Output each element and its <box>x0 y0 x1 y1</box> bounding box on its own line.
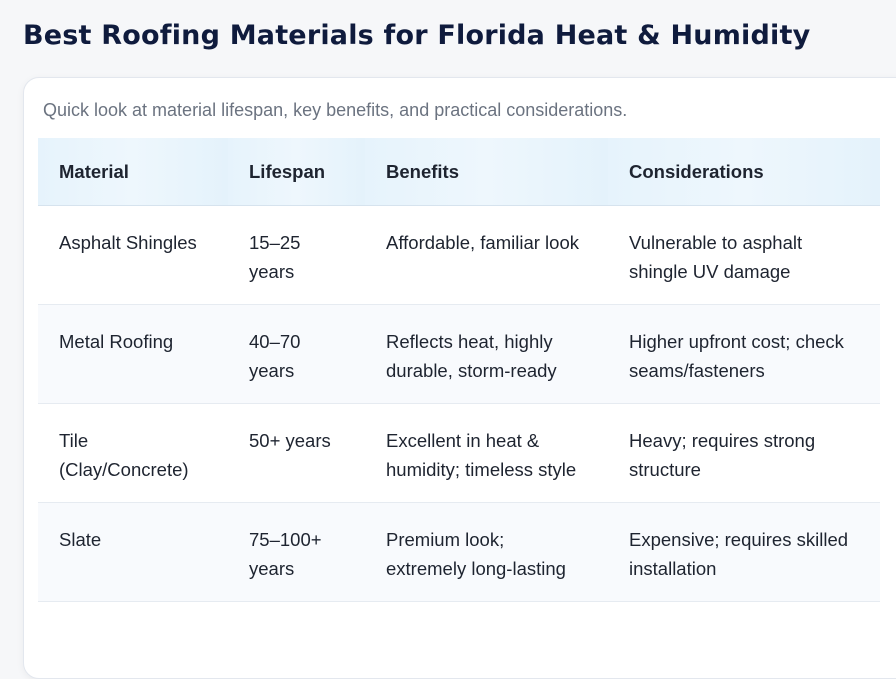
table-row: Asphalt Shingles 15–25 years Affordable, f… <box>38 205 880 305</box>
table-cell: Tile (Clay/Concrete) <box>38 403 228 503</box>
subtitle: Quick look at material lifespan, key ben… <box>43 100 628 120</box>
table-cell: Expensive; requires skilled installation <box>608 502 880 602</box>
table-cell: Excellent in heat & humidity; timeless s… <box>365 403 608 503</box>
table-cell: Higher upfront cost; check seams/fastene… <box>608 304 880 404</box>
table-cell: 50+ years <box>228 403 365 503</box>
table-row: Metal Roofing 40–70 years Reflects heat, h… <box>38 304 880 404</box>
table-cell: 40–70 years <box>228 304 365 404</box>
table-cell: Asphalt Shingles <box>38 205 228 305</box>
table-row: Slate 75–100+ years Premium look; extremel… <box>38 502 880 602</box>
table-cell: 15–25 years <box>228 205 365 305</box>
table-cell: Metal Roofing <box>38 304 228 404</box>
table-cell: Reflects heat, highly durable, storm-rea… <box>365 304 608 404</box>
page: Best Roofing Materials for Florida Heat … <box>23 20 896 679</box>
card: Quick look at material lifespan, key ben… <box>23 77 896 679</box>
column-header: Material <box>38 138 228 206</box>
table-cell: Premium look; extremely long-lasting <box>365 502 608 602</box>
table-cell: Slate <box>38 502 228 602</box>
page-title: Best Roofing Materials for Florida Heat … <box>23 20 811 51</box>
column-header: Lifespan <box>228 138 365 206</box>
column-header: Considerations <box>608 138 880 206</box>
table-body: Asphalt Shingles 15–25 years Affordable, f… <box>38 205 880 602</box>
table-cell: Affordable, familiar look <box>365 205 608 305</box>
materials-table: Material Lifespan Benefits Considerations A… <box>38 138 880 602</box>
header-row: Material Lifespan Benefits Considerations <box>38 138 880 206</box>
column-header: Benefits <box>365 138 608 206</box>
table-cell: Vulnerable to asphalt shingle UV damage <box>608 205 880 305</box>
table-row: Tile (Clay/Concrete) 50+ years Excellent i… <box>38 403 880 503</box>
table-cell: 75–100+ years <box>228 502 365 602</box>
table-cell: Heavy; requires strong structure <box>608 403 880 503</box>
